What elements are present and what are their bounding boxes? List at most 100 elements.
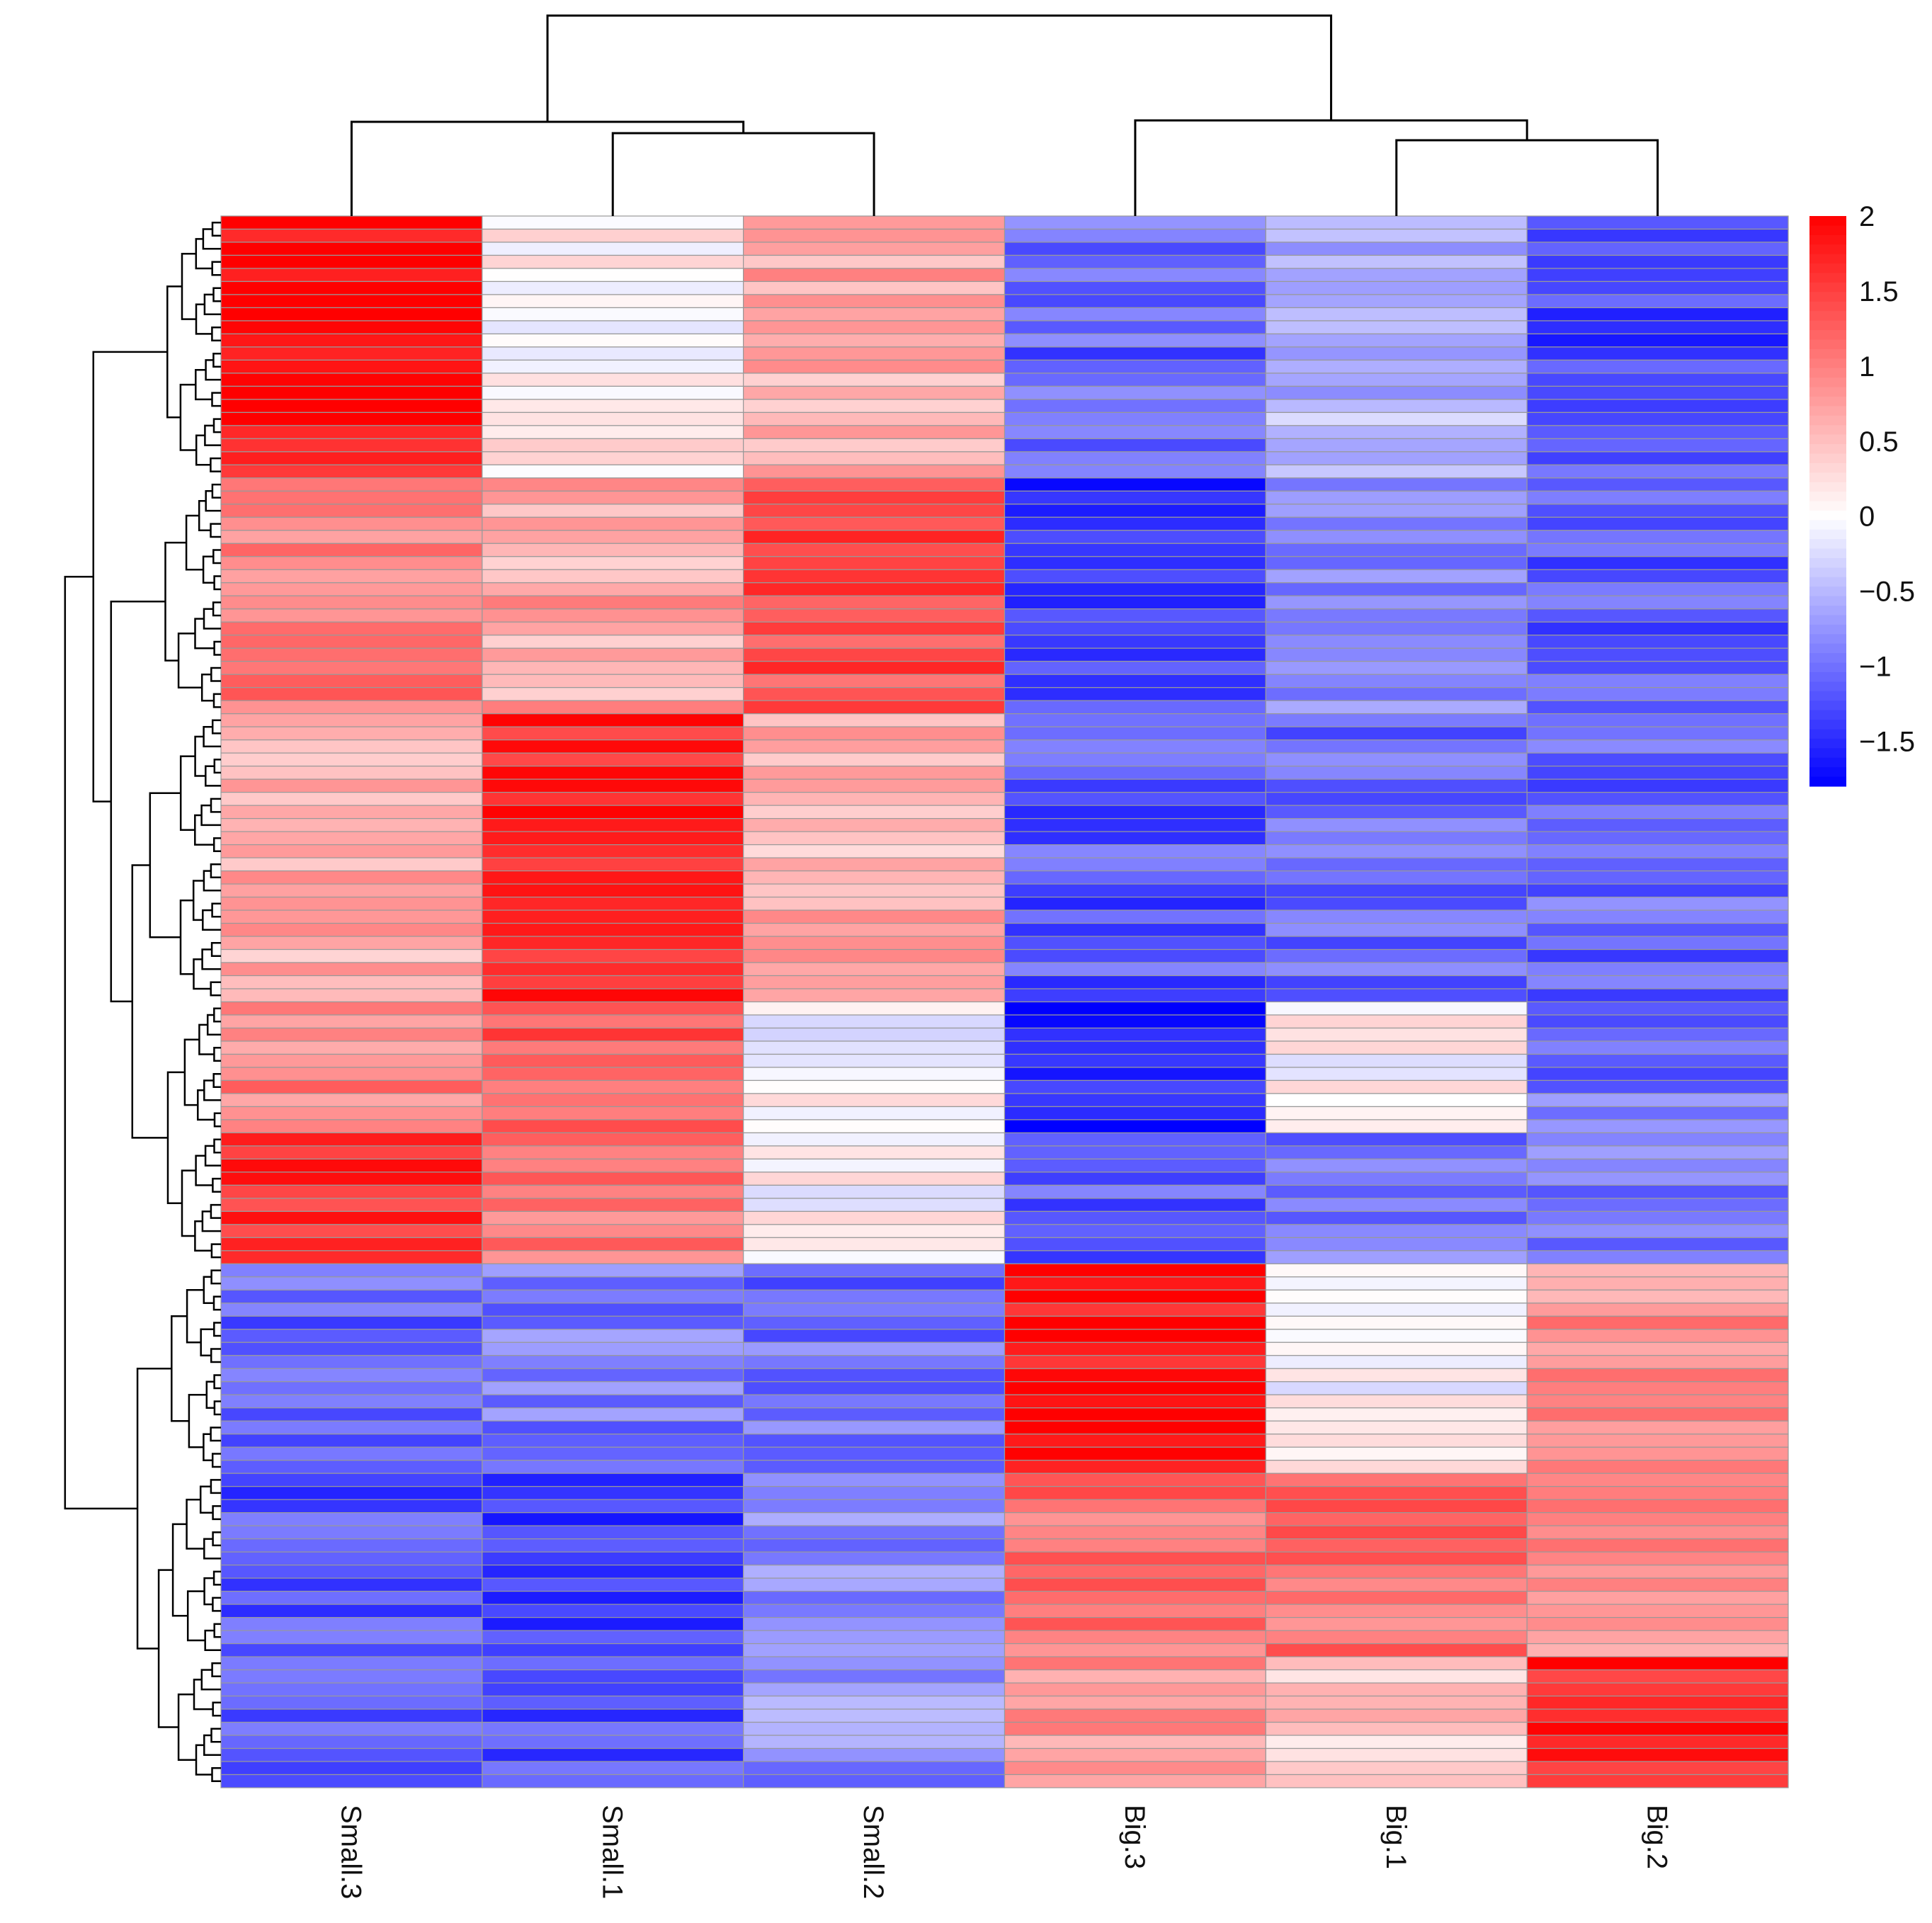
heatmap-cell <box>1526 1381 1789 1395</box>
heatmap-cell <box>1526 647 1789 662</box>
row-dendrogram-branch <box>211 221 221 237</box>
heatmap-cell <box>220 1263 483 1278</box>
heatmap-cell <box>482 805 744 819</box>
colorbar-tick-label: 1 <box>1859 351 1875 382</box>
heatmap-cell <box>1265 373 1528 387</box>
heatmap-cell <box>220 1053 483 1068</box>
heatmap-cell <box>220 778 483 793</box>
heatmap-cell <box>743 530 1006 544</box>
heatmap-cell <box>1526 752 1789 767</box>
heatmap-cell <box>1526 909 1789 924</box>
heatmap-cell <box>1004 582 1266 596</box>
heatmap-cell <box>1004 635 1266 649</box>
heatmap-cell <box>482 1381 744 1395</box>
heatmap-cell <box>482 1669 744 1684</box>
heatmap-cell <box>1265 1499 1528 1514</box>
heatmap-cell <box>1526 726 1789 741</box>
heatmap-cell <box>743 1774 1006 1788</box>
heatmap-cell <box>743 1551 1006 1566</box>
heatmap-cell <box>1526 346 1789 361</box>
colorbar-segment <box>1809 378 1846 388</box>
colorbar-segment <box>1809 368 1846 378</box>
heatmap-cell <box>1265 294 1528 309</box>
heatmap-cell <box>1526 1237 1789 1252</box>
heatmap-cell <box>743 726 1006 741</box>
heatmap-cell <box>220 1172 483 1186</box>
heatmap-cell <box>482 661 744 675</box>
heatmap-cell <box>1265 1434 1528 1448</box>
heatmap-cell <box>1004 385 1266 400</box>
row-dendrogram-branch <box>211 1662 221 1678</box>
heatmap-cell <box>482 1761 744 1776</box>
heatmap-cell <box>743 857 1006 872</box>
heatmap-cell <box>1265 346 1528 361</box>
heatmap-cell <box>1265 1656 1528 1671</box>
heatmap-cell <box>1526 700 1789 715</box>
heatmap-cell <box>482 1538 744 1553</box>
heatmap-cell <box>1265 1695 1528 1710</box>
heatmap-cell <box>1526 1027 1789 1042</box>
heatmap-cell <box>1526 1721 1789 1736</box>
heatmap-cell <box>482 516 744 531</box>
heatmap-cell <box>482 1158 744 1173</box>
heatmap-cell <box>1526 294 1789 309</box>
heatmap-cell <box>220 1420 483 1435</box>
heatmap-cell <box>220 726 483 741</box>
heatmap-cell <box>743 1577 1006 1592</box>
heatmap-cell <box>1004 1027 1266 1042</box>
heatmap-cell <box>220 831 483 846</box>
heatmap-cell <box>1004 896 1266 911</box>
heatmap-cell <box>1526 1420 1789 1435</box>
colorbar-segment <box>1809 225 1846 236</box>
heatmap-cell <box>482 1184 744 1199</box>
heatmap-cell <box>1265 1604 1528 1618</box>
heatmap-cell <box>743 490 1006 505</box>
heatmap-cell <box>1265 464 1528 479</box>
heatmap-cell <box>220 1210 483 1225</box>
heatmap-cell <box>482 988 744 1003</box>
heatmap-cell <box>1526 438 1789 453</box>
heatmap-cell <box>1265 425 1528 439</box>
heatmap-cell <box>743 1473 1006 1487</box>
heatmap-cell <box>1265 1263 1528 1278</box>
heatmap-cell <box>743 1617 1006 1631</box>
heatmap-cell <box>743 1198 1006 1212</box>
heatmap-cell <box>1004 1315 1266 1330</box>
heatmap-cell <box>1265 1184 1528 1199</box>
heatmap-cell <box>1004 1604 1266 1618</box>
heatmap-cell <box>482 1525 744 1540</box>
heatmap-cell <box>1526 320 1789 335</box>
heatmap-cell <box>220 1695 483 1710</box>
heatmap-cell <box>482 1079 744 1094</box>
column-dendrogram-branch <box>1134 119 1528 216</box>
heatmap-cell <box>743 1565 1006 1579</box>
heatmap-cell <box>482 831 744 846</box>
heatmap-cell <box>220 1735 483 1749</box>
heatmap-cell <box>1526 1250 1789 1264</box>
heatmap-cell <box>1526 831 1789 846</box>
colorbar-segment <box>1809 606 1846 616</box>
colorbar-segment <box>1809 406 1846 416</box>
heatmap-cell <box>1004 412 1266 426</box>
heatmap-cell <box>1265 569 1528 584</box>
row-dendrogram-branch <box>210 798 221 813</box>
heatmap-cell <box>220 1132 483 1147</box>
heatmap-cell <box>1004 451 1266 465</box>
heatmap-cell <box>482 857 744 872</box>
heatmap-cell <box>482 1237 744 1252</box>
heatmap-cell <box>1004 320 1266 335</box>
heatmap-cell <box>1526 948 1789 963</box>
heatmap-cell <box>482 385 744 400</box>
heatmap-cell <box>220 477 483 492</box>
heatmap-cell <box>220 752 483 767</box>
heatmap-cell <box>1265 451 1528 465</box>
heatmap-cell <box>220 1656 483 1671</box>
heatmap-cell <box>220 1721 483 1736</box>
heatmap-cell <box>482 948 744 963</box>
row-dendrogram-branch <box>186 1498 205 1550</box>
heatmap-cell <box>1265 1486 1528 1500</box>
colorbar-segment <box>1809 472 1846 483</box>
heatmap-cell <box>1265 359 1528 374</box>
heatmap-cell <box>1526 1630 1789 1645</box>
heatmap-cell <box>1265 280 1528 295</box>
